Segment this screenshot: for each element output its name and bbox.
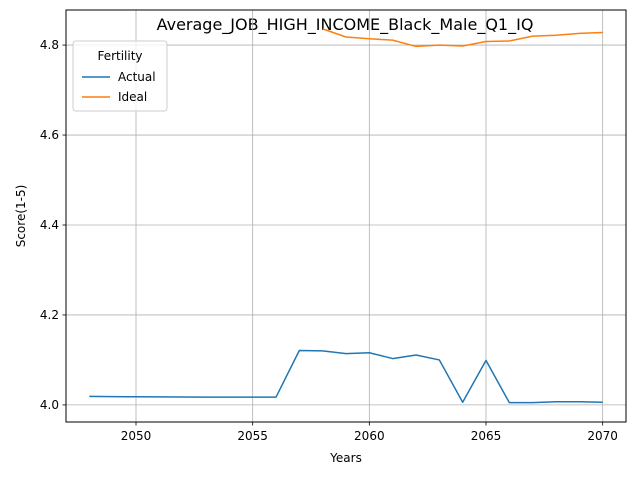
legend-title: Fertility bbox=[97, 49, 142, 63]
series-line-actual bbox=[89, 349, 603, 404]
grid bbox=[66, 10, 626, 422]
legend: Fertility Actual Ideal bbox=[72, 40, 168, 112]
x-tick-label: 2055 bbox=[237, 429, 268, 443]
y-tick-label: 4.8 bbox=[40, 38, 59, 52]
plot-area-frame bbox=[65, 9, 627, 423]
axis-ticks: 2050 2055 2060 2065 2070 4.0 4.2 4.4 4.6 4.8 bbox=[40, 38, 618, 443]
legend-label-actual: Actual bbox=[118, 70, 156, 84]
legend-label-ideal: Ideal bbox=[118, 90, 147, 104]
y-tick-label: 4.0 bbox=[40, 398, 59, 412]
series-lines bbox=[89, 28, 603, 404]
x-tick-label: 2065 bbox=[471, 429, 502, 443]
series-line-ideal bbox=[322, 28, 603, 48]
y-tick-label: 4.4 bbox=[40, 218, 59, 232]
x-axis-label: Years bbox=[329, 451, 362, 465]
legend-box bbox=[72, 40, 168, 112]
x-tick-label: 2050 bbox=[121, 429, 152, 443]
y-axis-label: Score(1-5) bbox=[14, 185, 28, 248]
y-tick-label: 4.2 bbox=[40, 308, 59, 322]
y-tick-label: 4.6 bbox=[40, 128, 59, 142]
x-tick-label: 2060 bbox=[354, 429, 385, 443]
chart-title: Average_JOB_HIGH_INCOME_Black_Male_Q1_IQ bbox=[157, 15, 534, 35]
x-tick-label: 2070 bbox=[587, 429, 618, 443]
